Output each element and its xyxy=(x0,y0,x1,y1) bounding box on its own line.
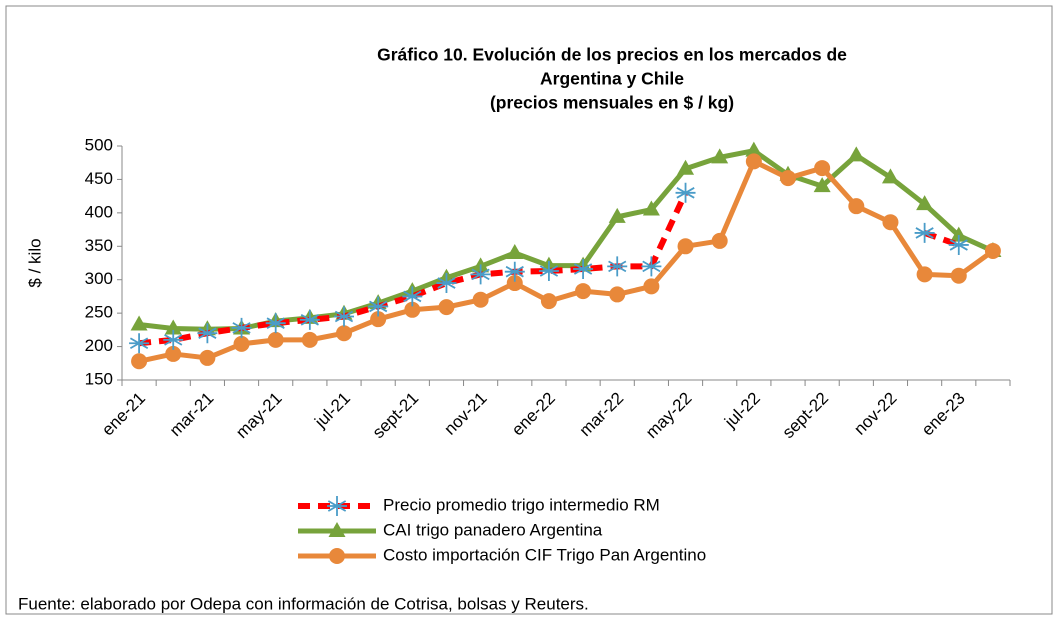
marker xyxy=(472,291,489,308)
marker xyxy=(231,317,252,338)
marker xyxy=(575,283,592,300)
marker xyxy=(677,159,695,175)
marker xyxy=(368,296,389,317)
legend-label: Costo importación CIF Trigo Pan Argentin… xyxy=(383,545,706,564)
marker xyxy=(914,222,935,243)
marker xyxy=(538,261,559,282)
marker xyxy=(404,301,421,318)
y-axis-label: $ / kilo xyxy=(25,238,44,287)
y-tick-label: 200 xyxy=(85,336,113,355)
marker xyxy=(745,141,763,157)
legend-marker xyxy=(328,522,346,537)
marker xyxy=(948,234,969,255)
marker xyxy=(199,349,216,366)
series-line xyxy=(138,191,960,347)
marker xyxy=(163,329,184,350)
marker xyxy=(847,146,865,162)
marker xyxy=(197,323,218,344)
marker xyxy=(233,335,250,352)
marker xyxy=(540,293,557,310)
marker xyxy=(848,198,865,215)
marker xyxy=(334,306,354,327)
legend-label: Precio promedio trigo intermedio RM xyxy=(383,495,660,514)
marker xyxy=(813,177,831,193)
y-tick-label: 150 xyxy=(85,369,113,388)
y-tick-label: 250 xyxy=(85,303,113,322)
marker xyxy=(299,309,320,330)
marker xyxy=(506,243,524,259)
marker xyxy=(643,278,660,295)
y-tick-label: 300 xyxy=(85,269,113,288)
y-tick-label: 450 xyxy=(85,169,113,188)
marker xyxy=(265,313,286,334)
marker xyxy=(129,333,150,354)
marker xyxy=(881,168,899,184)
marker xyxy=(131,353,148,370)
marker xyxy=(608,207,626,223)
marker xyxy=(711,148,729,164)
marker xyxy=(950,226,968,242)
y-tick-label: 350 xyxy=(85,236,113,255)
marker xyxy=(402,286,423,307)
marker xyxy=(950,267,967,284)
frame xyxy=(5,5,1053,615)
marker xyxy=(916,266,933,283)
marker xyxy=(882,214,899,231)
marker xyxy=(677,238,694,255)
marker xyxy=(607,256,628,277)
marker xyxy=(165,345,182,362)
chart-title: (precios mensuales en $ / kg) xyxy=(490,93,734,113)
marker xyxy=(301,331,318,348)
marker xyxy=(436,273,457,294)
marker xyxy=(470,264,491,285)
chart-title: Argentina y Chile xyxy=(540,69,684,89)
legend-marker xyxy=(329,548,345,564)
marker xyxy=(164,319,182,335)
source-note: Fuente: elaborado por Odepa con informac… xyxy=(18,594,589,613)
marker xyxy=(641,256,662,277)
marker xyxy=(745,153,762,170)
marker xyxy=(506,275,523,292)
marker xyxy=(504,261,525,282)
marker xyxy=(573,259,594,280)
marker xyxy=(984,242,1001,259)
marker xyxy=(609,286,626,303)
marker xyxy=(642,200,660,216)
marker xyxy=(438,299,455,316)
marker xyxy=(675,182,696,203)
legend-marker xyxy=(327,496,347,516)
legend-label: CAI trigo panadero Argentina xyxy=(383,520,603,539)
y-tick-label: 400 xyxy=(85,202,113,221)
marker xyxy=(814,160,831,177)
marker xyxy=(916,195,934,211)
marker xyxy=(370,311,387,328)
marker xyxy=(130,315,148,331)
y-tick-label: 500 xyxy=(85,135,113,154)
marker xyxy=(267,331,284,348)
marker xyxy=(336,325,352,342)
chart-title: Gráfico 10. Evolución de los precios en … xyxy=(377,45,847,65)
marker xyxy=(780,170,796,187)
marker xyxy=(711,232,728,249)
